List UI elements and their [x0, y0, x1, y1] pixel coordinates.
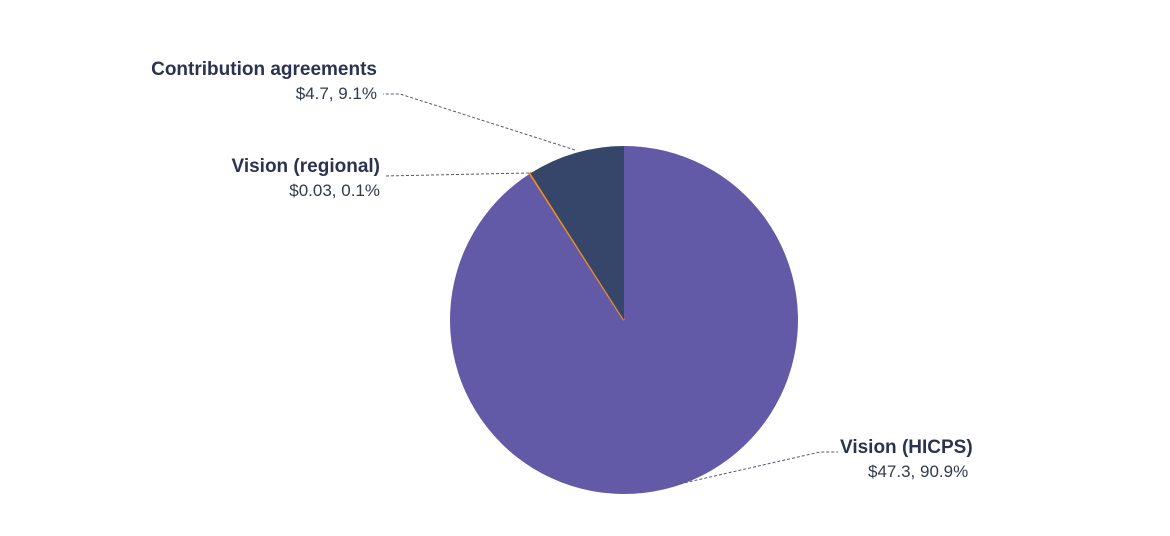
value-vision-hicps: $47.3, 90.9%	[868, 462, 968, 481]
leader-line-contribution-agreements	[383, 93, 576, 151]
value-contribution-agreements: $4.7, 9.1%	[296, 84, 377, 103]
slice-labels: Contribution agreements $4.7, 9.1% Visio…	[151, 59, 973, 481]
value-vision-regional: $0.03, 0.1%	[289, 181, 380, 200]
leader-line-vision-hicps	[674, 451, 838, 486]
leader-line-vision-regional	[384, 172, 530, 177]
leader-lines	[383, 93, 838, 486]
label-vision-hicps: Vision (HICPS)	[840, 437, 973, 458]
pie-slice-contribution-agreements	[530, 146, 624, 320]
pie-slices	[450, 146, 798, 494]
pie-slice-vision-regional	[528, 171, 625, 321]
label-contribution-agreements: Contribution agreements	[151, 59, 377, 80]
label-vision-regional: Vision (regional)	[231, 156, 380, 177]
